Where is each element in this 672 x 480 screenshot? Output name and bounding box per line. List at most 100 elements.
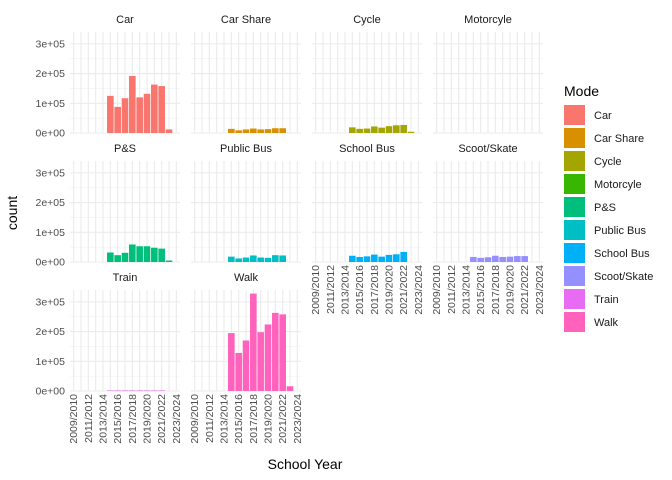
facet-title: Car Share bbox=[221, 14, 271, 26]
facet-panel-p-s: P&S 0e+00 1e+05 2e+05 3e+05 bbox=[36, 143, 180, 269]
bar bbox=[129, 244, 136, 262]
facet-panel-cycle: Cycle bbox=[312, 14, 422, 134]
bar bbox=[136, 246, 143, 262]
y-tick-label: 0e+00 bbox=[36, 257, 66, 269]
legend-title: Mode bbox=[564, 83, 599, 99]
x-tick-label: 2019/2020 bbox=[263, 394, 275, 444]
y-tick-label: 3e+05 bbox=[36, 167, 66, 179]
x-tick-label: 2015/2016 bbox=[112, 394, 124, 444]
facet-title: Scoot/Skate bbox=[458, 143, 517, 155]
facet-title: Public Bus bbox=[220, 143, 272, 155]
facet-title: Motorcyle bbox=[464, 14, 512, 26]
x-tick-label: 2011/2012 bbox=[446, 265, 458, 314]
bar bbox=[264, 129, 272, 133]
bar bbox=[107, 390, 114, 391]
legend-key bbox=[564, 105, 585, 125]
legend-label: Scoot/Skate bbox=[594, 271, 653, 283]
x-tick-label: 2021/2022 bbox=[398, 265, 410, 315]
legend-label: Cycle bbox=[594, 156, 622, 168]
bar bbox=[228, 256, 235, 262]
x-tick-label: 2009/2010 bbox=[310, 265, 322, 315]
x-tick-label: 2023/2024 bbox=[413, 265, 425, 315]
legend: Mode Car Car Share Cycle Motorcyle P&S Public… bbox=[564, 83, 653, 332]
bar bbox=[385, 254, 393, 262]
bar bbox=[272, 128, 279, 133]
bar bbox=[151, 84, 158, 133]
legend-label: Motorcyle bbox=[594, 179, 642, 191]
x-tick-label: 2015/2016 bbox=[354, 265, 366, 315]
legend-key bbox=[564, 128, 585, 148]
x-tick-label: 2013/2014 bbox=[98, 394, 110, 444]
bar bbox=[378, 256, 385, 262]
bar bbox=[257, 257, 264, 262]
x-tick-label: 2023/2024 bbox=[171, 394, 183, 444]
bar bbox=[378, 127, 385, 133]
bar bbox=[272, 312, 279, 391]
x-tick-label: 2009/2010 bbox=[431, 265, 443, 315]
bar bbox=[121, 390, 129, 391]
legend-label: Walk bbox=[594, 317, 619, 329]
bar bbox=[400, 251, 407, 262]
bar bbox=[363, 128, 371, 133]
bar bbox=[521, 256, 528, 262]
bar bbox=[371, 254, 378, 262]
bar bbox=[349, 255, 356, 262]
legend-item: Motorcyle bbox=[564, 174, 642, 194]
bar bbox=[151, 247, 158, 262]
legend-label: Car bbox=[594, 110, 612, 122]
y-tick-label: 2e+05 bbox=[36, 197, 66, 209]
bar bbox=[136, 97, 143, 133]
x-tick-label: 2011/2012 bbox=[83, 394, 95, 443]
legend-label: Car Share bbox=[594, 133, 644, 145]
facet-panels: Car 0e+00 1e+05 2e+05 3e+05 Car Share Cycle Mot… bbox=[36, 14, 546, 444]
bar bbox=[250, 293, 257, 391]
y-tick-label: 1e+05 bbox=[36, 356, 66, 368]
bar bbox=[407, 131, 415, 133]
legend-item: Car bbox=[564, 105, 612, 125]
bar bbox=[349, 127, 356, 133]
legend-key bbox=[564, 197, 585, 217]
y-tick-label: 0e+00 bbox=[36, 128, 66, 140]
bar bbox=[492, 255, 499, 262]
bar bbox=[279, 255, 286, 262]
bar bbox=[279, 314, 286, 391]
facet-title: Walk bbox=[234, 272, 259, 284]
facet-panel-walk: Walk 2009/2010 2011/2012 2013/2014 2015/2016… bbox=[189, 272, 304, 444]
x-tick-label: 2021/2022 bbox=[519, 265, 531, 315]
y-tick-label: 2e+05 bbox=[36, 68, 66, 80]
bar bbox=[242, 257, 250, 262]
legend-label: Train bbox=[594, 294, 619, 306]
legend-item: Scoot/Skate bbox=[564, 266, 653, 286]
facet-title: Train bbox=[113, 272, 138, 284]
bar bbox=[393, 254, 400, 262]
x-tick-label: 2021/2022 bbox=[156, 394, 168, 444]
facet-panel-motorcyle: Motorcyle bbox=[433, 14, 543, 134]
y-tick-label: 1e+05 bbox=[36, 98, 66, 110]
facet-panel-train: Train 0e+00 1e+05 2e+05 3e+05 2009/2010 2011/2… bbox=[36, 272, 183, 444]
x-tick-label: 2009/2010 bbox=[189, 394, 201, 444]
bar bbox=[228, 128, 235, 133]
bar bbox=[158, 390, 165, 391]
legend-label: School Bus bbox=[594, 248, 650, 260]
bar bbox=[151, 390, 158, 391]
legend-item: Walk bbox=[564, 312, 619, 332]
bar bbox=[235, 130, 242, 133]
bar bbox=[506, 256, 514, 262]
y-tick-label: 0e+00 bbox=[36, 386, 66, 398]
x-tick-label: 2017/2018 bbox=[369, 265, 381, 315]
facet-panel-public-bus: Public Bus bbox=[191, 143, 301, 263]
x-tick-label: 2011/2012 bbox=[204, 394, 216, 443]
bar bbox=[400, 124, 407, 133]
bar bbox=[264, 324, 272, 391]
facet-panel-car-share: Car Share bbox=[191, 14, 301, 134]
bar bbox=[143, 390, 151, 391]
bar bbox=[242, 129, 250, 133]
legend-key bbox=[564, 312, 585, 332]
legend-key bbox=[564, 220, 585, 240]
y-tick-label: 2e+05 bbox=[36, 326, 66, 338]
bar bbox=[250, 255, 257, 262]
bar bbox=[107, 252, 114, 262]
bar bbox=[356, 128, 363, 133]
bar bbox=[114, 255, 121, 262]
